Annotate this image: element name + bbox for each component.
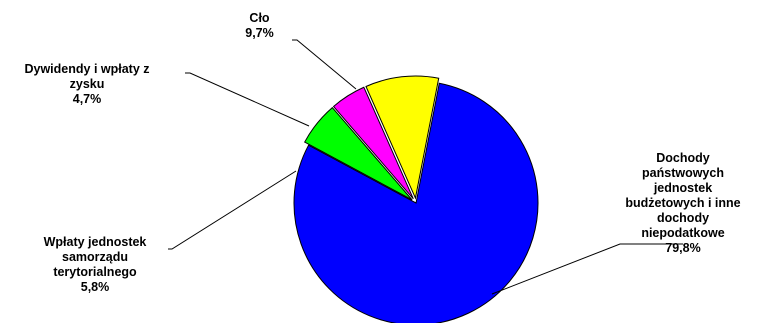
- leader-lines: [168, 39, 683, 295]
- label-line: Dochody: [656, 151, 710, 165]
- label-value: 79,8%: [665, 241, 701, 255]
- leader-line: [292, 39, 357, 90]
- label-line: jednostek: [653, 181, 713, 195]
- label-line: państwowych: [642, 166, 724, 180]
- leader-line: [185, 72, 310, 127]
- label-dywidendy: Dywidendy i wpłaty z zysku 4,7%: [12, 62, 162, 107]
- slice-dochody-panstwowych: [293, 82, 539, 323]
- label-line: Cło: [249, 11, 270, 25]
- slice-wplaty-jst: [303, 106, 413, 201]
- label-wplaty-jst: Wpłaty jednostek samorządu terytorialnego 5…: [25, 235, 165, 295]
- label-value: 4,7%: [72, 92, 102, 106]
- leader-line: [491, 243, 683, 295]
- label-clo: Cło 9,7%: [232, 11, 287, 41]
- slice-clo: [365, 75, 440, 200]
- leader-line: [168, 170, 297, 250]
- label-line: Dywidendy i wpłaty z: [24, 62, 150, 76]
- label-value: 9,7%: [245, 26, 274, 40]
- label-value: 5,8%: [80, 280, 110, 294]
- label-line: zysku: [69, 77, 105, 91]
- label-line: terytorialnego: [53, 265, 137, 279]
- label-line: budżetowych i inne: [625, 196, 741, 210]
- label-dochody-panstwowych: Dochody państwowych jednostek budżetowych i…: [608, 151, 758, 256]
- label-line: samorządu: [62, 250, 128, 264]
- label-line: dochody: [656, 211, 710, 225]
- label-line: Wpłaty jednostek: [43, 235, 147, 249]
- pie-slices: [293, 75, 539, 323]
- slice-dywidendy: [332, 86, 414, 200]
- label-line: niepodatkowe: [641, 226, 725, 240]
